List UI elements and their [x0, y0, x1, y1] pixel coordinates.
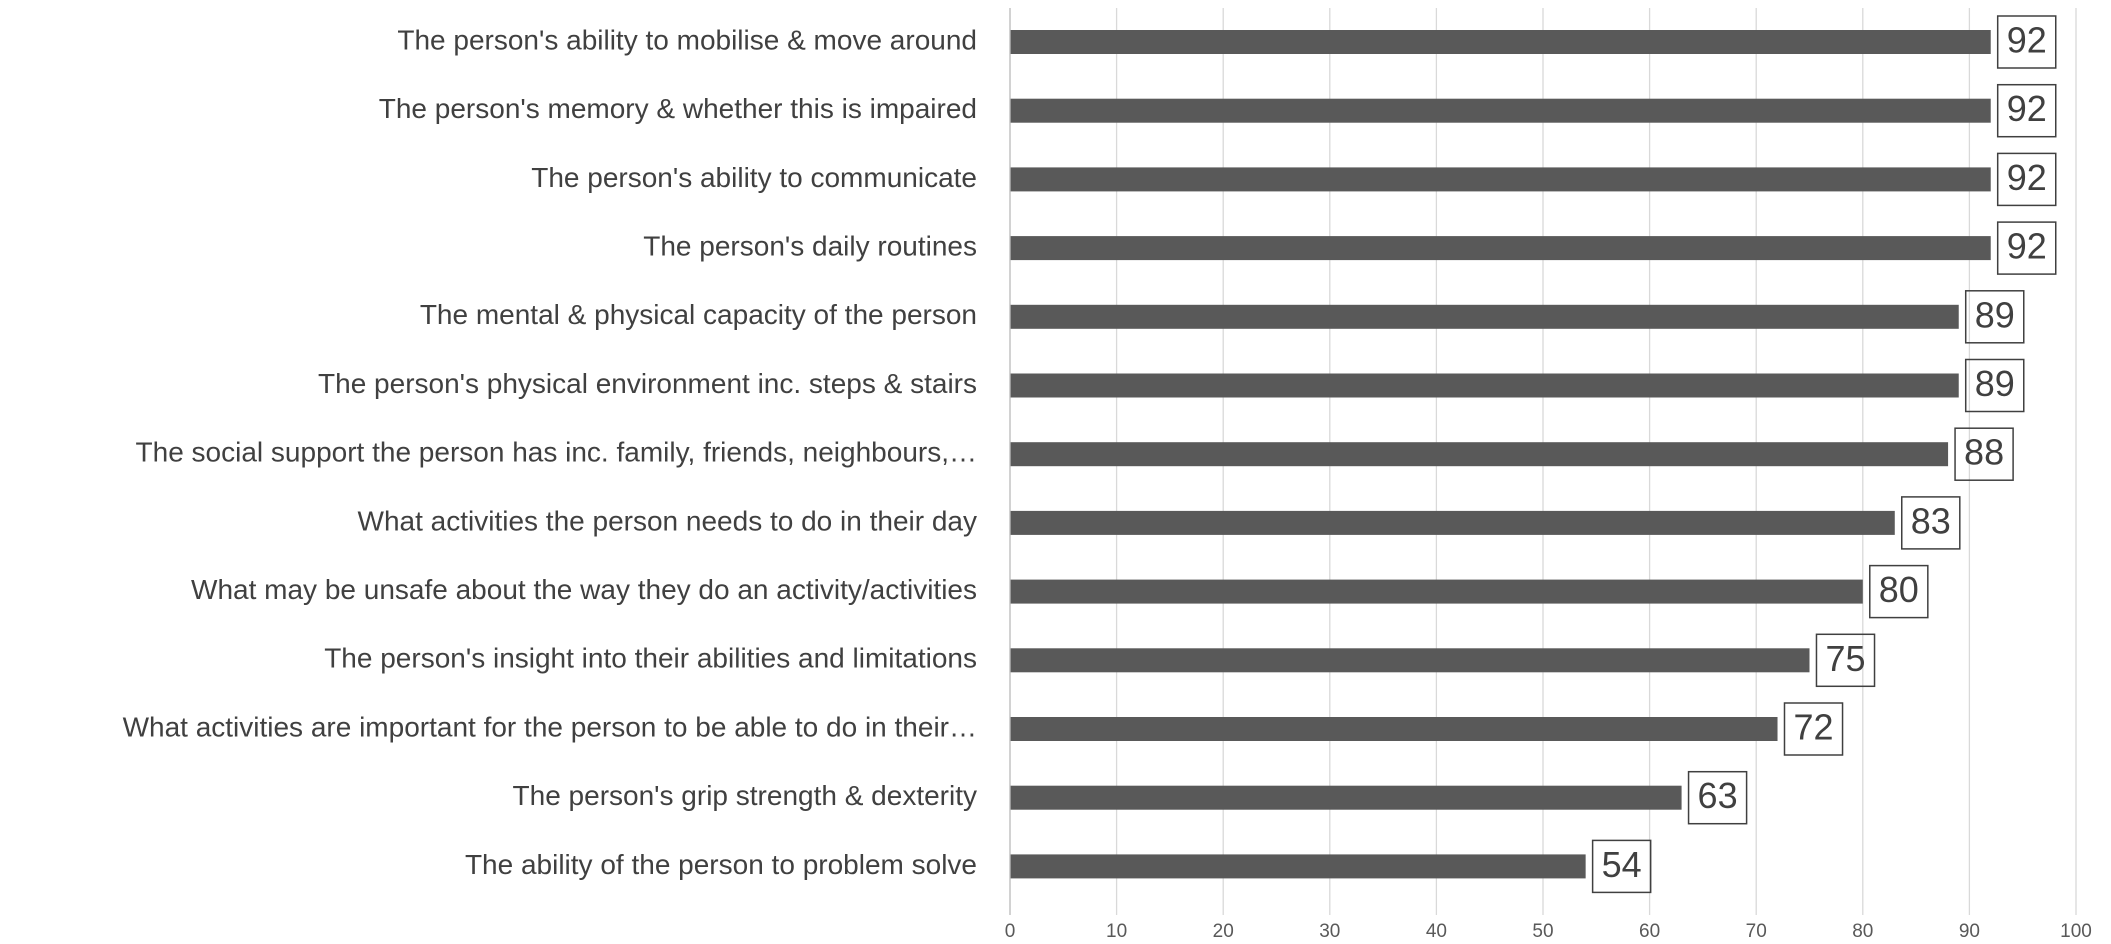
- x-tick-label: 30: [1319, 921, 1340, 942]
- x-tick-label: 70: [1746, 921, 1767, 942]
- data-label-box: [1815, 633, 1876, 688]
- data-label: 63: [1698, 775, 1738, 816]
- data-label: 92: [2007, 226, 2047, 267]
- y-tick-label: The person's physical environment inc. s…: [318, 368, 977, 399]
- data-label: 54: [1602, 844, 1642, 885]
- x-tick-label: 90: [1959, 921, 1980, 942]
- y-tick-label: The person's ability to mobilise & move …: [397, 24, 977, 55]
- bar: [1010, 373, 1959, 398]
- y-tick-label: The person's grip strength & dexterity: [513, 780, 977, 811]
- data-label-box: [1964, 358, 2025, 413]
- data-label-box: [1901, 496, 1961, 550]
- data-label: 92: [2007, 157, 2047, 198]
- y-tick-label: What activities the person needs to do i…: [358, 505, 977, 536]
- x-tick-label: 0: [1005, 921, 1016, 942]
- y-tick-label: The person's ability to communicate: [531, 162, 977, 193]
- data-label-box: [1996, 221, 2057, 275]
- data-label: 89: [1975, 363, 2015, 404]
- data-label: 89: [1975, 294, 2015, 335]
- y-tick-label: The ability of the person to problem sol…: [465, 849, 977, 880]
- bar: [1010, 510, 1895, 535]
- data-label: 80: [1879, 569, 1919, 610]
- data-label-box: [1954, 427, 2014, 481]
- bar: [1010, 30, 1991, 54]
- data-label-box: [1996, 83, 2057, 138]
- data-label: 83: [1911, 500, 1951, 541]
- data-label: 75: [1825, 638, 1865, 679]
- bar: [1010, 854, 1586, 879]
- data-label-box: [1869, 564, 1929, 619]
- bar: [1010, 167, 1991, 192]
- data-label: 88: [1964, 432, 2004, 473]
- y-tick-label: What may be unsafe about the way they do…: [191, 574, 977, 605]
- data-label-box: [1591, 839, 1652, 894]
- y-tick-label: The person's insight into their abilitie…: [324, 643, 977, 674]
- x-tick-label: 20: [1213, 921, 1234, 942]
- bar: [1010, 785, 1682, 810]
- x-tick-label: 80: [1852, 921, 1873, 942]
- y-tick-label: What activities are important for the pe…: [123, 711, 977, 742]
- x-tick-label: 50: [1532, 921, 1553, 942]
- bar: [1010, 648, 1810, 673]
- data-label: 92: [2007, 88, 2047, 129]
- data-label-box: [1996, 15, 2057, 69]
- x-tick-label: 60: [1639, 921, 1660, 942]
- data-label-box: [1964, 290, 2025, 344]
- data-label-box: [1783, 702, 1844, 756]
- bar: [1010, 304, 1959, 329]
- data-label-box: [1996, 152, 2057, 207]
- bar: [1010, 236, 1991, 261]
- data-label-box: [1687, 770, 1748, 825]
- bar: [1010, 98, 1991, 123]
- bar: [1010, 717, 1778, 741]
- x-tick-label: 40: [1426, 921, 1447, 942]
- y-tick-label: The social support the person has inc. f…: [136, 437, 977, 468]
- data-label: 72: [1793, 707, 1833, 748]
- x-tick-label: 10: [1106, 921, 1127, 942]
- bar: [1010, 579, 1863, 604]
- bar: [1010, 442, 1949, 467]
- y-tick-label: The mental & physical capacity of the pe…: [420, 299, 977, 330]
- y-tick-label: The person's memory & whether this is im…: [379, 93, 977, 124]
- x-tick-label: 100: [2060, 921, 2092, 942]
- data-label: 92: [2007, 20, 2047, 61]
- y-tick-label: The person's daily routines: [643, 230, 977, 261]
